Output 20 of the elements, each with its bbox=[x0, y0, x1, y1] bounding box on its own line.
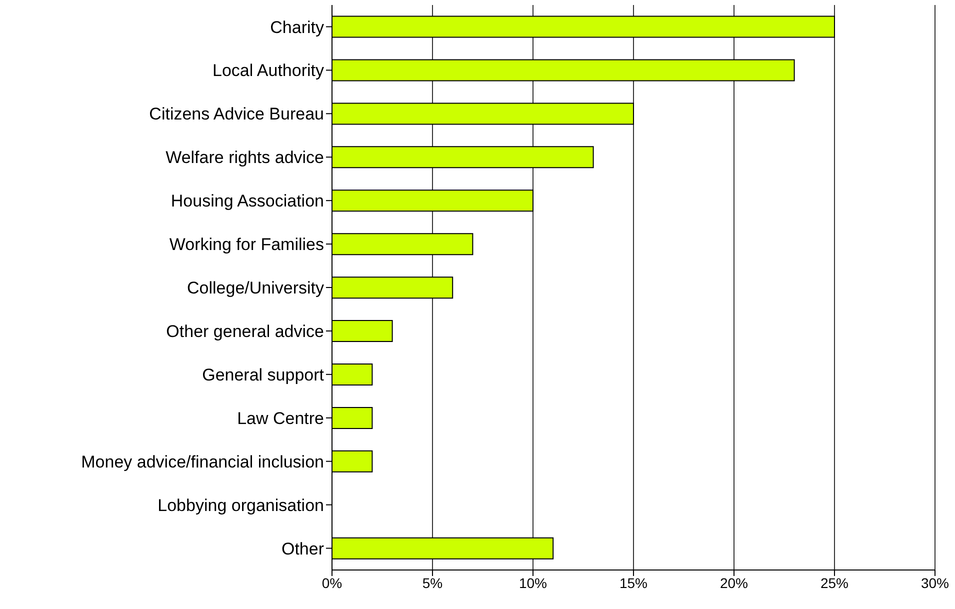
y-tick-label: Local Authority bbox=[212, 61, 324, 80]
y-tick-label: Charity bbox=[270, 18, 324, 37]
y-tick-label: Welfare rights advice bbox=[166, 148, 324, 168]
x-tick-label: 15% bbox=[619, 574, 648, 591]
y-tick-label: Citizens Advice Bureau bbox=[149, 104, 324, 124]
x-tick-label: 25% bbox=[820, 574, 849, 591]
y-tick-label: Working for Families bbox=[169, 235, 324, 254]
x-tick-label: 10% bbox=[518, 574, 548, 591]
y-tick-label: General support bbox=[202, 365, 324, 384]
x-tick-label: 5% bbox=[422, 574, 443, 591]
y-tick-label: Housing Association bbox=[170, 192, 324, 211]
x-tick-label: 0% bbox=[322, 574, 342, 591]
y-tick-label: College/University bbox=[187, 278, 324, 298]
y-tick-label: Money advice/financial inclusion bbox=[81, 452, 324, 472]
y-tick-label: Other bbox=[281, 539, 324, 558]
x-tick-label: 30% bbox=[920, 574, 950, 591]
y-tick-label: Other general advice bbox=[166, 322, 324, 341]
y-tick-label: Lobbying organisation bbox=[158, 496, 324, 515]
y-tick-label: Law Centre bbox=[237, 408, 324, 428]
x-tick-label: 20% bbox=[720, 574, 748, 591]
